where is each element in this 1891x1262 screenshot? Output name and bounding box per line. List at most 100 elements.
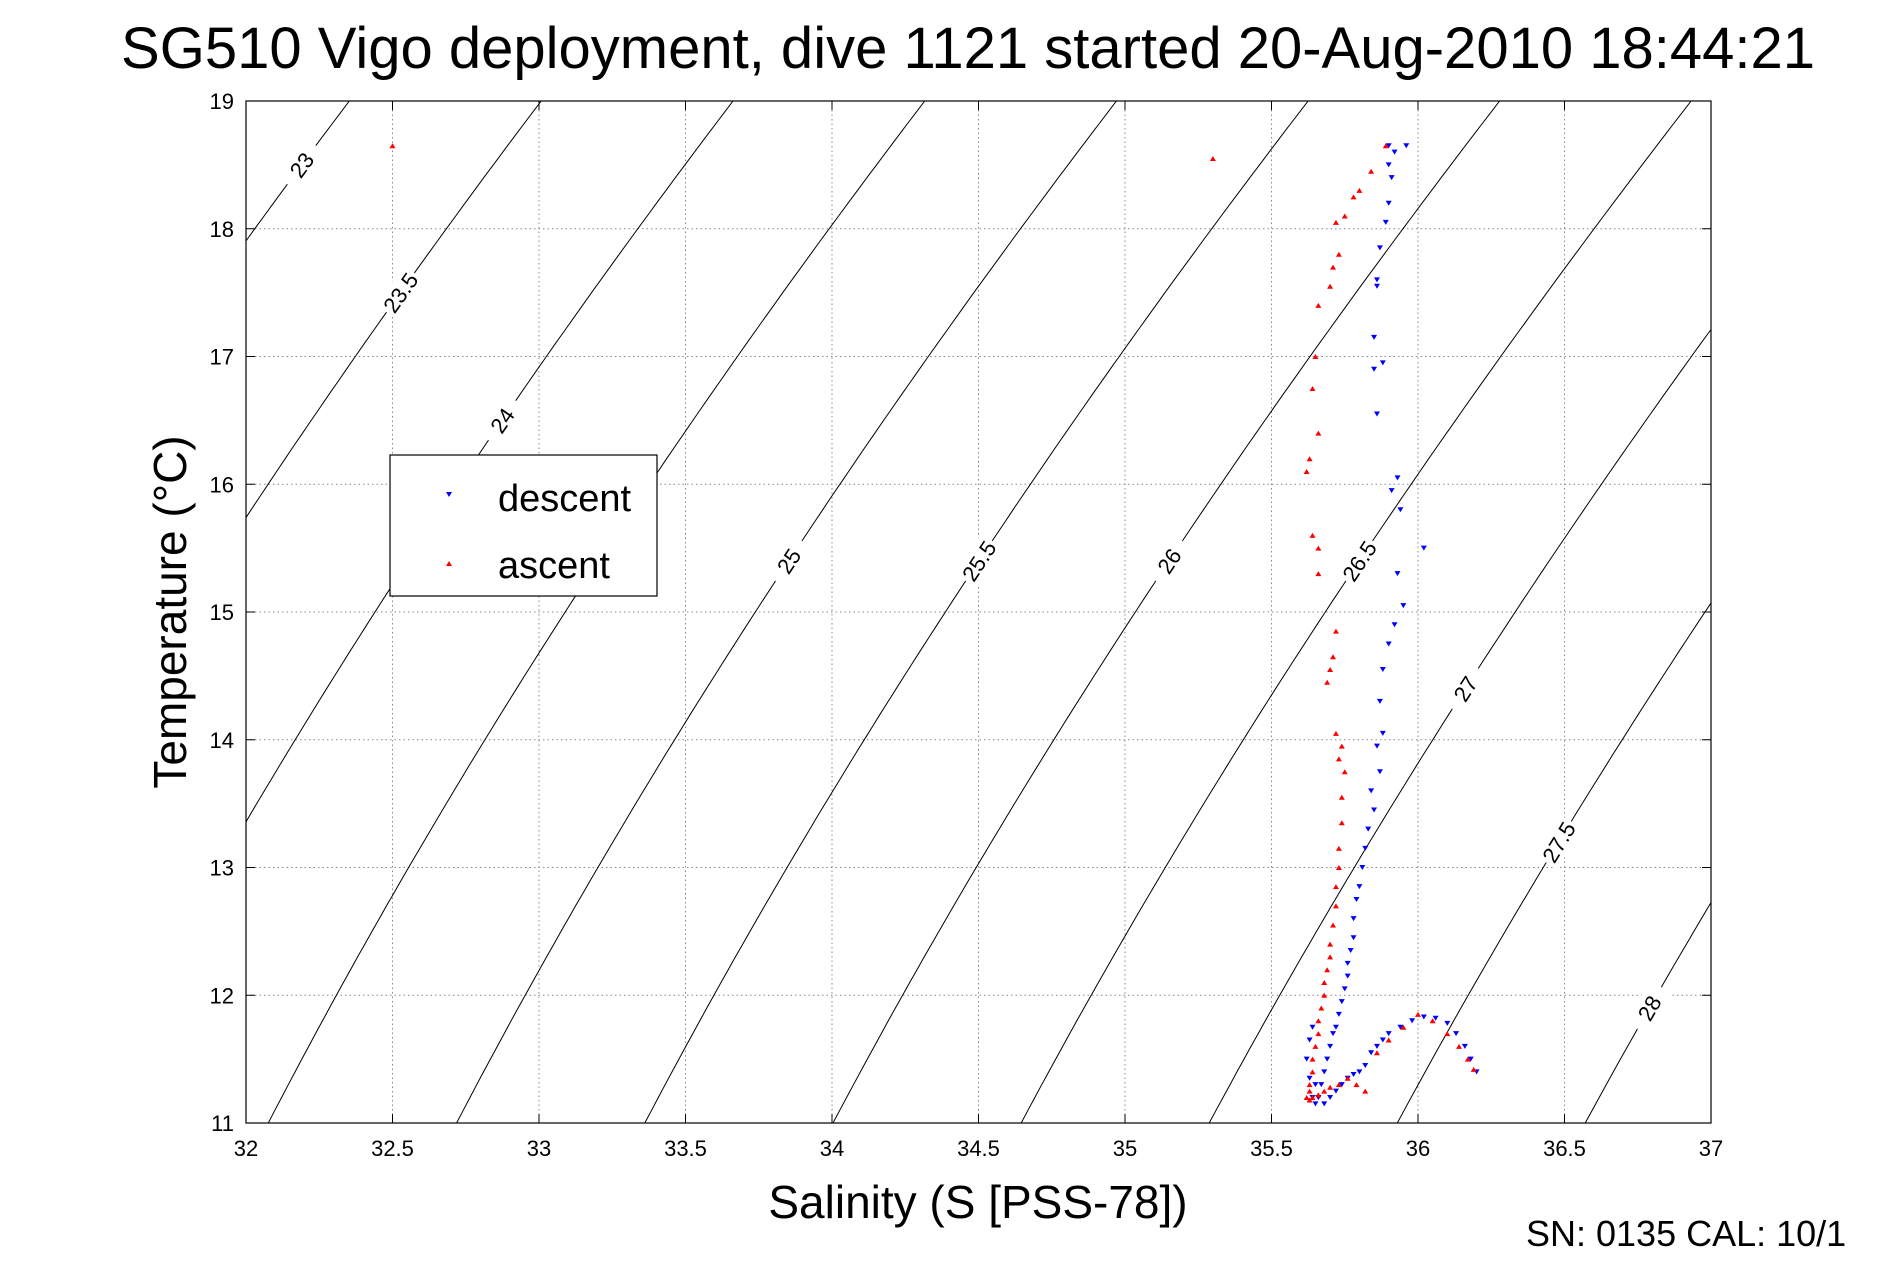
ascent-point xyxy=(1209,155,1216,161)
descent-point xyxy=(1444,1020,1451,1026)
y-tick-label: 11 xyxy=(211,1111,234,1136)
descent-point xyxy=(1332,1088,1339,1094)
ascent-point xyxy=(1315,545,1322,551)
isopycnal-line xyxy=(644,101,1309,1123)
descent-point xyxy=(1391,149,1398,155)
y-tick-label: 19 xyxy=(210,89,234,114)
ascent-point xyxy=(1429,1018,1436,1024)
ascent-point xyxy=(1315,430,1322,436)
descent-point xyxy=(1347,948,1354,954)
x-tick-label: 34.5 xyxy=(957,1136,1000,1161)
chart-title: SG510 Vigo deployment, dive 1121 started… xyxy=(121,16,1815,81)
ascent-point xyxy=(1456,1043,1463,1049)
descent-point xyxy=(1359,865,1366,870)
descent-point xyxy=(1409,1018,1416,1024)
descent-point xyxy=(1379,1037,1386,1043)
isopycnal-lines xyxy=(246,101,1711,1123)
descent-point xyxy=(1356,884,1363,890)
ascent-point xyxy=(1306,1088,1313,1094)
descent-point xyxy=(1362,1063,1369,1069)
descent-point xyxy=(1327,1094,1334,1100)
descent-point xyxy=(1362,845,1369,851)
descent-point xyxy=(1338,1082,1345,1088)
descent-point xyxy=(1379,730,1386,736)
descent-point xyxy=(1324,1056,1331,1062)
ascent-point xyxy=(1321,979,1328,985)
ascent-series xyxy=(389,143,1477,1103)
ascent-point xyxy=(1324,679,1331,685)
isopycnal-line xyxy=(832,101,1501,1123)
descent-point xyxy=(1394,475,1401,481)
ascent-point xyxy=(1382,143,1389,149)
ascent-point xyxy=(1344,1075,1351,1081)
isopycnal-line xyxy=(1396,602,1711,1123)
descent-point xyxy=(1373,1043,1380,1049)
y-tick-label: 14 xyxy=(210,728,234,753)
ascent-point xyxy=(1309,1069,1316,1075)
ascent-point xyxy=(1341,769,1348,775)
descent-point xyxy=(1318,1082,1325,1088)
ascent-point xyxy=(1315,1092,1322,1098)
ascent-point xyxy=(1338,820,1345,826)
descent-point xyxy=(1379,360,1386,366)
descent-point xyxy=(1303,1056,1310,1062)
x-tick-label: 33.5 xyxy=(664,1136,707,1161)
ascent-point xyxy=(1306,456,1313,462)
ascent-point xyxy=(1338,794,1345,800)
descent-point xyxy=(1379,666,1386,672)
ascent-point xyxy=(1330,264,1337,270)
descent-point xyxy=(1376,698,1383,704)
ascent-point xyxy=(1400,1024,1407,1030)
y-tick-label: 12 xyxy=(210,983,234,1008)
x-tick-label: 32.5 xyxy=(371,1136,414,1161)
legend-ascent-marker xyxy=(446,561,452,566)
isopycnal-label-bg xyxy=(477,393,527,448)
legend-descent-marker xyxy=(446,492,452,497)
isopycnal-label-bg xyxy=(375,265,425,320)
descent-point xyxy=(1420,545,1427,551)
descent-point xyxy=(1385,162,1392,168)
ascent-point xyxy=(1470,1066,1477,1072)
ascent-point xyxy=(1315,1018,1322,1024)
descent-point xyxy=(1330,1031,1337,1037)
ascent-point xyxy=(1335,251,1342,257)
grid-lines xyxy=(246,101,1711,1123)
descent-point xyxy=(1373,283,1380,289)
ascent-point xyxy=(389,143,396,149)
legend-box xyxy=(389,454,658,597)
descent-point xyxy=(1373,277,1380,283)
descent-point xyxy=(1400,603,1407,609)
ascent-point xyxy=(1303,1094,1310,1100)
isopycnal-line xyxy=(1020,101,1692,1123)
descent-point xyxy=(1391,622,1398,628)
ascent-point xyxy=(1415,1011,1421,1017)
descent-point xyxy=(1397,507,1404,513)
x-tick-label: 35 xyxy=(1113,1136,1137,1161)
descent-point xyxy=(1385,143,1392,149)
y-tick-label: 18 xyxy=(210,217,234,242)
descent-point xyxy=(1420,1014,1427,1020)
ascent-point xyxy=(1464,1056,1471,1062)
ascent-point xyxy=(1309,532,1316,538)
isopycnal-line xyxy=(1584,901,1711,1123)
descent-point xyxy=(1453,1031,1460,1037)
x-tick-label: 37 xyxy=(1699,1136,1723,1161)
y-axis-ticks: 11 12 13 14 15 16 17 18 19 xyxy=(210,89,1711,1136)
isopycnal-label-bg xyxy=(1144,533,1194,589)
ascent-point xyxy=(1385,1037,1392,1043)
legend-descent-label: descent xyxy=(498,478,632,520)
ascent-point xyxy=(1309,385,1316,391)
descent-point xyxy=(1371,366,1378,372)
y-tick-label: 13 xyxy=(210,856,234,881)
ascent-point xyxy=(1332,903,1339,909)
descent-point xyxy=(1327,1043,1334,1049)
descent-point xyxy=(1371,334,1378,340)
ascent-point xyxy=(1338,743,1345,749)
ascent-point xyxy=(1327,954,1334,960)
x-tick-label: 36.5 xyxy=(1543,1136,1586,1161)
descent-point xyxy=(1385,200,1392,206)
descent-point xyxy=(1306,1037,1313,1043)
isopycnal-line xyxy=(1208,328,1711,1123)
footer-calibration: SN: 0135 CAL: 10/1 xyxy=(1526,1213,1846,1254)
ascent-point xyxy=(1327,1084,1334,1090)
